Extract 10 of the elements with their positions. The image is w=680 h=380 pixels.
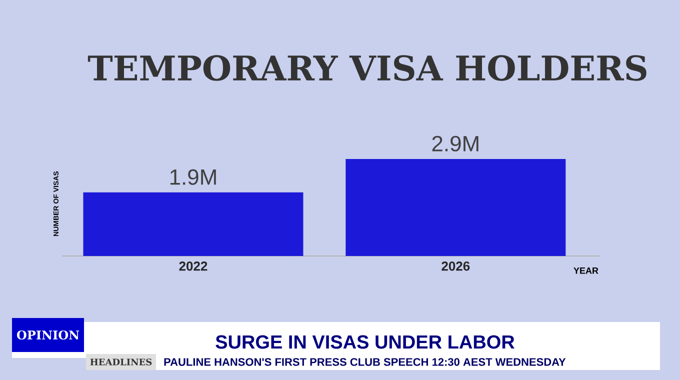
data-label: 2.9M xyxy=(432,136,478,152)
text: OPINION xyxy=(16,330,80,340)
x-axis-title: YEAR xyxy=(574,268,598,274)
chart-title: TEMPORARY VISA HOLDERS xyxy=(88,55,646,81)
text: SURGE IN VISAS UNDER LABOR xyxy=(216,335,514,349)
text: PAULINE HANSON'S FIRST PRESS CLUB SPEECH 12:30 AEST WEDNESDAY xyxy=(164,358,566,366)
text: HEADLINES xyxy=(90,358,152,366)
x-tick-label: 2026 xyxy=(442,262,470,271)
data-label: 1.9M xyxy=(170,169,216,185)
x-tick-label: 2022 xyxy=(179,262,208,271)
